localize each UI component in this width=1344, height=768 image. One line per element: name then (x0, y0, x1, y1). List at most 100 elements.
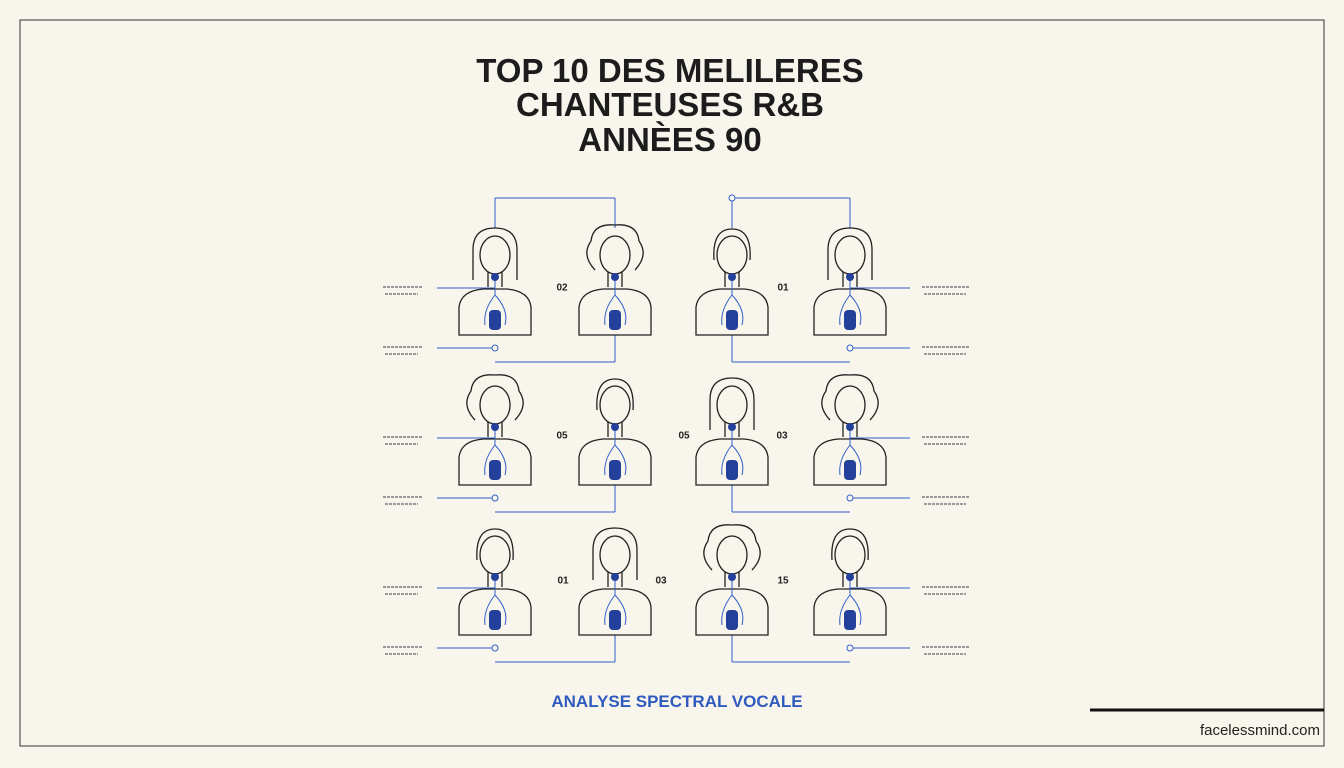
rank-label: 02 (556, 283, 568, 294)
rank-label: 03 (776, 431, 788, 442)
head (479, 385, 511, 425)
hair (703, 524, 761, 571)
hair (821, 374, 879, 421)
vocal-trace (721, 277, 744, 326)
vocal-point (846, 273, 854, 281)
head (716, 385, 748, 425)
neck (487, 572, 503, 587)
rank-label: 01 (557, 576, 569, 587)
vocal-point (491, 273, 499, 281)
hair (472, 227, 518, 280)
vocal-trace (484, 577, 507, 626)
vocal-trace (721, 577, 744, 626)
microphone (726, 310, 738, 330)
neck (724, 422, 740, 437)
neck (607, 572, 623, 587)
vocal-point (846, 423, 854, 431)
vocal-trace (604, 427, 627, 476)
shoulders (578, 288, 652, 336)
vocal-trace (839, 277, 862, 326)
neck (487, 272, 503, 287)
vocal-point (846, 573, 854, 581)
title-line: TOP 10 DES MELILERES (476, 52, 864, 89)
rank-label: 15 (777, 576, 789, 587)
microphone (609, 460, 621, 480)
vocal-point (728, 423, 736, 431)
head (834, 235, 866, 275)
hair (713, 228, 751, 261)
head (599, 235, 631, 275)
title-line: CHANTEUSES R&B (516, 86, 824, 123)
head (599, 535, 631, 575)
node (846, 344, 854, 352)
microphone (609, 310, 621, 330)
shoulders (458, 288, 532, 336)
microphone (489, 610, 501, 630)
shoulders (458, 588, 532, 636)
vocal-trace (604, 277, 627, 326)
node (846, 644, 854, 652)
microphone (489, 460, 501, 480)
hair (466, 374, 524, 421)
brand: facelessmind.com (1200, 722, 1320, 739)
microphone (844, 310, 856, 330)
neck (724, 572, 740, 587)
vocal-point (728, 273, 736, 281)
rank-label: 05 (678, 431, 690, 442)
node (728, 194, 736, 202)
node (846, 494, 854, 502)
rank-label: 05 (556, 431, 568, 442)
shoulders (695, 438, 769, 486)
neck (842, 572, 858, 587)
microphone (844, 460, 856, 480)
neck (724, 272, 740, 287)
shoulders (458, 438, 532, 486)
shoulders (578, 438, 652, 486)
vocal-trace (839, 577, 862, 626)
hair (831, 528, 869, 561)
head (716, 535, 748, 575)
neck (607, 272, 623, 287)
vocal-trace (484, 277, 507, 326)
node (491, 644, 499, 652)
microphone (609, 610, 621, 630)
hair (709, 377, 755, 430)
head (599, 385, 631, 425)
shoulders (813, 438, 887, 486)
vocal-point (611, 573, 619, 581)
shoulders (578, 588, 652, 636)
vocal-point (728, 573, 736, 581)
frame (19, 19, 1325, 747)
rank-label: 03 (655, 576, 667, 587)
hair (476, 528, 514, 561)
vocal-trace (484, 427, 507, 476)
vocal-point (611, 273, 619, 281)
shoulders (695, 288, 769, 336)
hair (586, 224, 644, 271)
microphone (726, 460, 738, 480)
vocal-point (611, 423, 619, 431)
head (834, 535, 866, 575)
shoulders (813, 588, 887, 636)
shoulders (813, 288, 887, 336)
head (479, 535, 511, 575)
microphone (489, 310, 501, 330)
rank-label: 01 (777, 283, 789, 294)
title-line: ANNÈES 90 (578, 121, 761, 158)
shoulders (695, 588, 769, 636)
figure-grid (383, 194, 970, 663)
node (491, 344, 499, 352)
vocal-trace (721, 427, 744, 476)
vocal-trace (604, 577, 627, 626)
neck (607, 422, 623, 437)
neck (842, 422, 858, 437)
microphone (726, 610, 738, 630)
neck (842, 272, 858, 287)
caption: ANALYSE SPECTRAL VOCALE (551, 692, 802, 711)
node (491, 494, 499, 502)
hair (596, 378, 634, 411)
vocal-trace (839, 427, 862, 476)
hair (827, 227, 873, 280)
head (479, 235, 511, 275)
